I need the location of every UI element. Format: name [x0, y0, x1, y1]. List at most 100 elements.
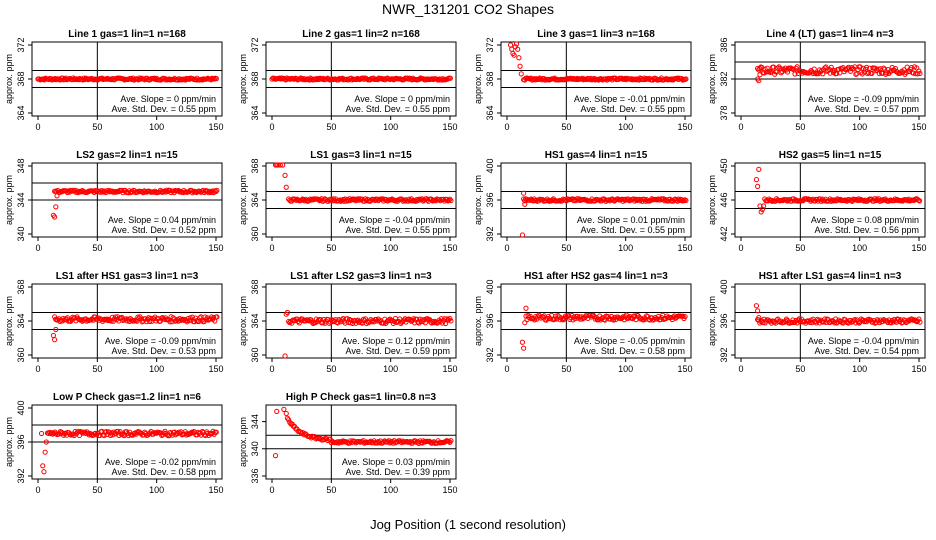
slope-annotation: Ave. Slope = -0.04 ppm/min — [808, 336, 919, 346]
data-point — [552, 316, 558, 322]
sd-annotation: Ave. Std. Dev. = 0.55 ppm — [112, 104, 216, 114]
x-tick-label: 0 — [738, 364, 743, 374]
slope-annotation: Ave. Slope = 0.08 ppm/min — [811, 215, 919, 225]
data-point — [866, 70, 872, 76]
x-tick-label: 0 — [738, 122, 743, 132]
y-axis-label: approx. ppm — [4, 54, 14, 104]
data-point — [522, 201, 528, 207]
data-point — [131, 318, 137, 324]
x-tick-label: 150 — [911, 243, 926, 253]
y-tick-label: 392 — [16, 468, 26, 483]
data-point — [562, 313, 569, 319]
data-point — [916, 316, 922, 322]
data-point — [821, 319, 827, 325]
x-tick-label: 100 — [383, 122, 398, 132]
x-tick-label: 0 — [504, 364, 509, 374]
data-point — [42, 449, 48, 455]
data-point — [675, 196, 682, 202]
data-point — [275, 162, 281, 168]
y-axis-label: approx. ppm — [238, 417, 248, 467]
y-tick-label: 372 — [16, 37, 26, 52]
x-tick-label: 150 — [442, 122, 457, 132]
data-point — [282, 172, 288, 178]
x-tick-label: 100 — [149, 364, 164, 374]
data-point — [856, 320, 862, 326]
slope-annotation: Ave. Slope = 0.01 ppm/min — [577, 215, 685, 225]
data-point — [892, 196, 898, 202]
panel-title: LS1 gas=3 lin=1 n=15 — [310, 150, 412, 161]
data-point — [758, 209, 764, 215]
data-point — [553, 313, 559, 319]
data-point — [296, 320, 302, 326]
chart-panel: HS1 after LS1 gas=4 lin=1 n=3 0 50 100 150 39… — [707, 271, 927, 374]
y-tick-label: 364 — [16, 105, 26, 120]
data-point — [157, 318, 163, 324]
data-point — [280, 162, 286, 168]
y-axis-label: approx. ppm — [707, 296, 717, 346]
data-point — [447, 196, 453, 202]
y-tick-label: 340 — [16, 226, 26, 241]
data-point — [756, 78, 762, 84]
chart-panel: LS1 gas=3 lin=1 n=15 0 50 100 150 360 364 368ap… — [238, 150, 458, 253]
x-tick-label: 150 — [677, 122, 692, 132]
data-point — [546, 198, 552, 204]
x-axis-caption: Jog Position (1 second resolution) — [370, 517, 566, 532]
sd-annotation: Ave. Std. Dev. = 0.59 ppm — [346, 346, 450, 356]
panel-title: Low P Check gas=1.2 lin=1 n=6 — [53, 392, 201, 403]
data-point — [101, 432, 107, 439]
x-tick-label: 150 — [442, 243, 457, 253]
data-point — [892, 65, 898, 72]
x-tick-label: 0 — [35, 364, 40, 374]
x-tick-label: 100 — [618, 243, 633, 253]
data-point — [281, 406, 287, 412]
x-tick-label: 0 — [269, 122, 274, 132]
data-point — [521, 345, 527, 351]
data-point — [590, 312, 596, 318]
data-point — [683, 197, 689, 204]
y-tick-label: 364 — [485, 105, 495, 120]
x-tick-label: 0 — [35, 485, 40, 495]
data-point — [112, 189, 119, 195]
data-point — [766, 68, 772, 74]
data-point — [283, 410, 289, 417]
data-point — [775, 65, 781, 71]
sd-annotation: Ave. Std. Dev. = 0.55 ppm — [581, 104, 685, 114]
data-point — [681, 198, 687, 204]
y-tick-label: 368 — [16, 279, 26, 294]
x-tick-label: 100 — [618, 364, 633, 374]
x-tick-label: 150 — [208, 485, 223, 495]
chart-panel: Line 2 gas=1 lin=2 n=168 0 50 100 150 364 368 3… — [238, 29, 458, 132]
data-point — [41, 469, 47, 475]
data-point — [147, 318, 153, 325]
panel-title: HS1 after HS2 gas=4 lin=1 n=3 — [524, 271, 668, 282]
data-point — [789, 319, 795, 326]
data-point — [142, 316, 148, 322]
data-point — [753, 303, 760, 309]
data-point — [360, 316, 366, 322]
y-axis-label: approx. ppm — [238, 54, 248, 104]
y-tick-label: 360 — [16, 347, 26, 362]
data-point — [272, 453, 279, 459]
panel-title: High P Check gas=1 lin=0.8 n=3 — [286, 392, 437, 403]
data-point — [107, 432, 114, 438]
panel-title: Line 4 (LT) gas=1 lin=4 n=3 — [766, 29, 894, 40]
sd-annotation: Ave. Std. Dev. = 0.52 ppm — [112, 225, 216, 235]
y-tick-label: 400 — [719, 279, 729, 294]
data-point — [519, 232, 526, 238]
slope-annotation: Ave. Slope = -0.09 ppm/min — [105, 336, 216, 346]
y-tick-label: 400 — [485, 279, 495, 294]
data-point — [519, 339, 526, 345]
y-axis-label: approx. ppm — [473, 175, 483, 225]
y-tick-label: 450 — [719, 158, 729, 173]
x-tick-label: 150 — [442, 364, 457, 374]
x-tick-label: 150 — [442, 485, 457, 495]
data-point — [523, 305, 529, 311]
y-tick-label: 360 — [250, 226, 260, 241]
chart-panel: Line 3 gas=1 lin=3 n=168 0 50 100 150 364 368 3… — [473, 29, 693, 132]
data-point — [610, 317, 617, 323]
data-point — [52, 214, 58, 220]
data-point — [513, 41, 520, 47]
y-tick-label: 360 — [250, 347, 260, 362]
x-tick-label: 0 — [738, 243, 743, 253]
data-point — [778, 70, 784, 76]
